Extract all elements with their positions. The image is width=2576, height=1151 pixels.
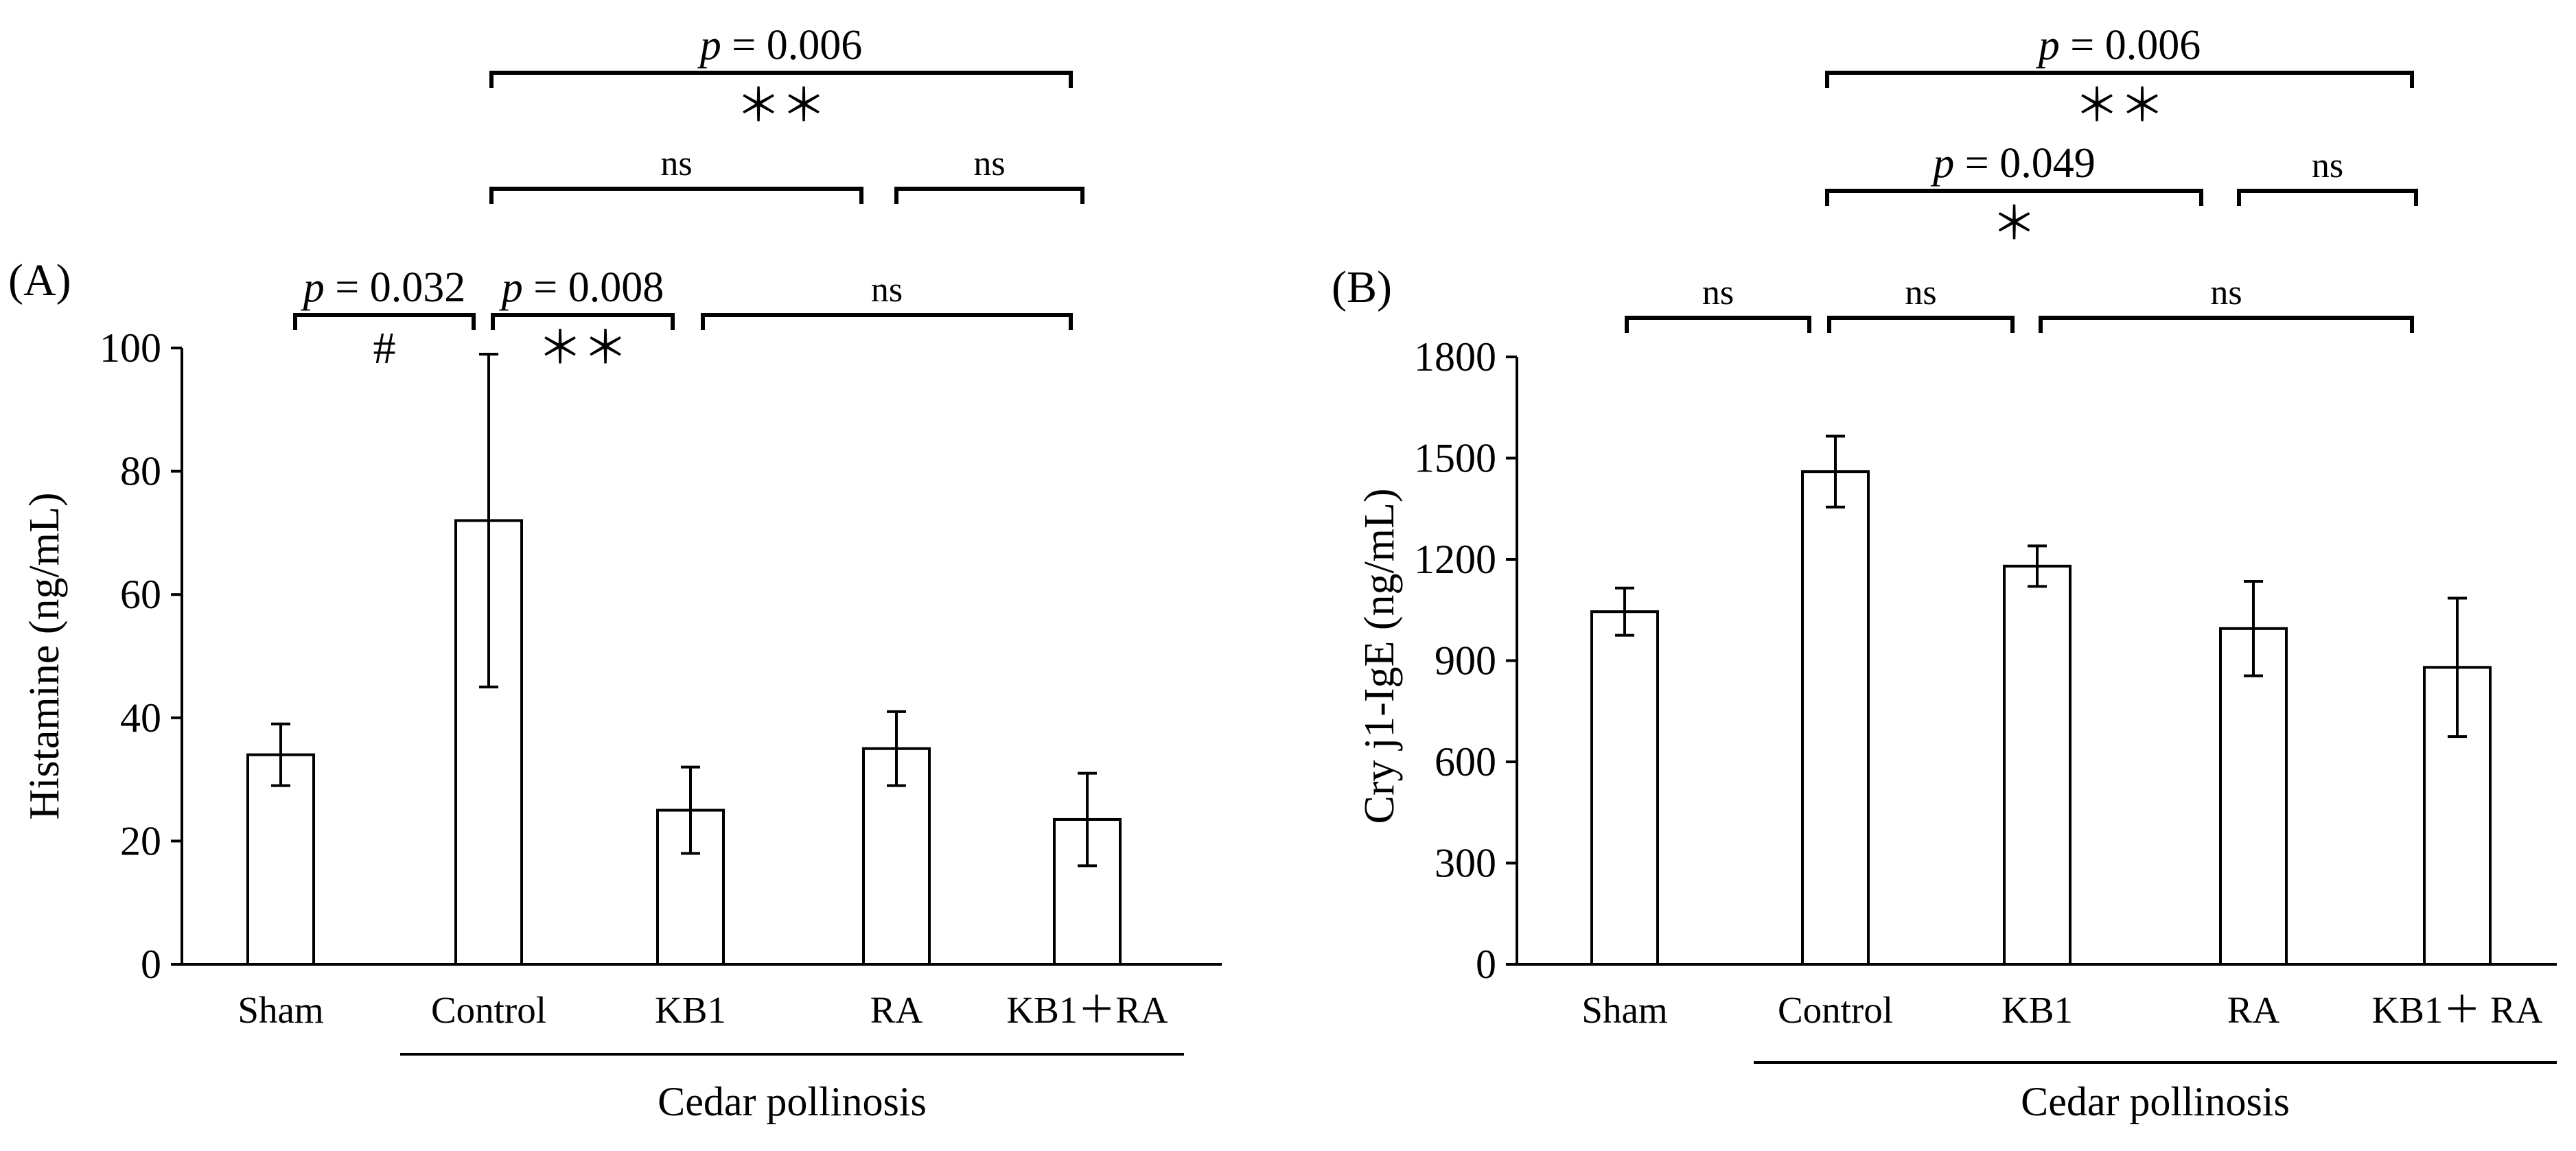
significance-bracket — [1625, 316, 1811, 333]
bar — [1590, 610, 1659, 966]
y-tick-label: 0 — [1476, 942, 1496, 987]
p-symbol: p — [499, 264, 523, 311]
significance-bracket — [1825, 71, 2414, 88]
bar — [246, 753, 315, 966]
y-tick-label: 600 — [1435, 739, 1496, 784]
p-symbol: p — [697, 22, 721, 69]
p-symbol: p — [301, 264, 325, 311]
y-tick-label: 100 — [100, 325, 161, 371]
p-equals: = — [325, 264, 370, 311]
category-label: Control — [1778, 989, 1893, 1031]
group-label: Cedar pollinosis — [2021, 1079, 2290, 1124]
y-tick-label: 20 — [120, 818, 161, 863]
p-value: 0.049 — [1999, 140, 2096, 187]
significance-ns: ns — [1702, 273, 1734, 312]
y-tick-label: 1200 — [1414, 537, 1496, 582]
p-equals: = — [1954, 140, 1999, 187]
y-tick-label: 900 — [1435, 638, 1496, 684]
p-value-label: p = 0.008 — [499, 264, 664, 311]
category-label: RA — [870, 989, 923, 1031]
y-tick-label: 300 — [1435, 841, 1496, 886]
y-axis-label: Histamine (ng/mL) — [21, 493, 68, 820]
p-symbol: p — [2036, 22, 2060, 69]
significance-ns: ns — [660, 144, 692, 183]
y-tick-label: 40 — [120, 695, 161, 741]
p-value-label: p = 0.006 — [697, 22, 862, 69]
significance-ns: ns — [973, 144, 1005, 183]
p-equals: = — [721, 22, 767, 69]
p-value: 0.006 — [767, 22, 863, 69]
bar — [2003, 564, 2072, 966]
bar — [1053, 817, 1122, 966]
significance-ns: ns — [2210, 273, 2242, 312]
p-equals: = — [2060, 22, 2105, 69]
significance-bracket — [1827, 316, 2015, 333]
p-value-label: p = 0.032 — [301, 264, 465, 311]
p-value: 0.008 — [568, 264, 664, 311]
significance-ns: ns — [2312, 146, 2343, 185]
y-axis-label: Cry j1-IgE (ng/mL) — [1356, 488, 1403, 824]
y-tick-label: 1500 — [1414, 436, 1496, 481]
group-label: Cedar pollinosis — [658, 1079, 927, 1124]
significance-mark: ＊＊ — [736, 81, 826, 131]
category-label: KB1 — [655, 989, 726, 1031]
p-equals: = — [523, 264, 568, 311]
significance-ns: ns — [1905, 273, 1936, 312]
significance-bracket — [2237, 189, 2418, 206]
bar — [1801, 470, 1870, 966]
bar — [656, 809, 725, 966]
p-value-label: p = 0.006 — [2036, 22, 2201, 69]
y-tick-label: 1800 — [1414, 334, 1496, 380]
significance-bracket — [2039, 316, 2414, 333]
p-value: 0.032 — [370, 264, 466, 311]
significance-bracket — [489, 187, 863, 204]
significance-ns: ns — [871, 270, 903, 310]
p-symbol: p — [1930, 140, 1954, 187]
significance-mark: ＊＊ — [2074, 81, 2165, 131]
y-tick-label: 80 — [120, 449, 161, 494]
significance-bracket — [293, 313, 476, 330]
category-label: RA — [2227, 989, 2280, 1031]
panel-label: (B) — [1332, 262, 1392, 312]
bar — [2219, 627, 2288, 966]
y-tick-label: 60 — [120, 572, 161, 617]
category-label: KB1＋ RA — [2371, 989, 2542, 1031]
significance-mark: ＊ — [1992, 199, 2037, 249]
significance-bracket — [489, 71, 1073, 88]
significance-mark: ＊＊ — [537, 323, 628, 373]
p-value: 0.006 — [2105, 22, 2201, 69]
category-label: Sham — [237, 989, 323, 1031]
category-label: KB1 — [2001, 989, 2073, 1031]
significance-mark: # — [373, 323, 396, 373]
panel-label: (A) — [8, 255, 71, 305]
y-tick-label: 0 — [141, 942, 161, 987]
category-label: Sham — [1581, 989, 1667, 1031]
significance-bracket — [491, 313, 675, 330]
significance-bracket — [1825, 189, 2203, 206]
significance-bracket — [701, 313, 1073, 330]
p-value-label: p = 0.049 — [1930, 140, 2095, 187]
category-label: KB1＋RA — [1006, 989, 1168, 1031]
category-label: Control — [431, 989, 546, 1031]
significance-bracket — [894, 187, 1084, 204]
